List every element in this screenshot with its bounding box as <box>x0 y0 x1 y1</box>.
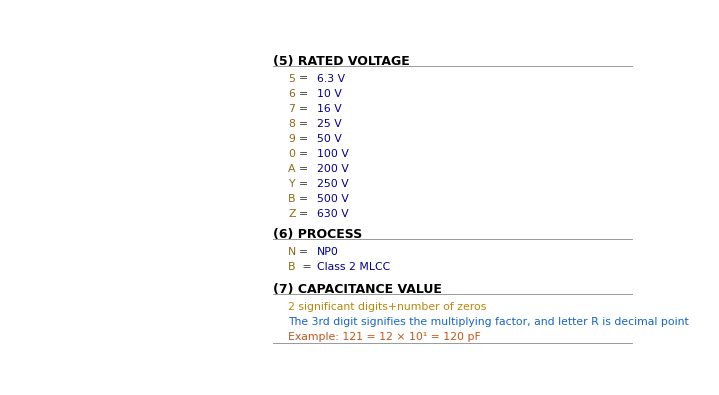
Text: Class 2 MLCC: Class 2 MLCC <box>317 262 390 272</box>
Text: (5) RATED VOLTAGE: (5) RATED VOLTAGE <box>273 55 410 68</box>
Text: (6) PROCESS: (6) PROCESS <box>273 228 362 241</box>
Text: 8: 8 <box>288 118 296 129</box>
Text: 7: 7 <box>288 103 296 114</box>
Text: =: = <box>299 118 308 129</box>
Text: Example: 121 = 12 × 10¹ = 120 pF: Example: 121 = 12 × 10¹ = 120 pF <box>288 331 481 342</box>
Text: The 3rd digit signifies the multiplying factor, and letter R is decimal point: The 3rd digit signifies the multiplying … <box>288 316 689 327</box>
Text: =: = <box>299 88 308 99</box>
Text: =: = <box>299 247 312 257</box>
Text: =: = <box>299 179 308 189</box>
Text: 500 V: 500 V <box>317 194 349 204</box>
Text: 2 significant digits+number of zeros: 2 significant digits+number of zeros <box>288 301 487 312</box>
Text: B: B <box>288 194 296 204</box>
Text: 10 V: 10 V <box>317 88 342 99</box>
Text: 6: 6 <box>288 88 296 99</box>
Text: A: A <box>288 164 296 174</box>
Text: 630 V: 630 V <box>317 209 349 219</box>
Text: 6.3 V: 6.3 V <box>317 73 345 84</box>
Text: 100 V: 100 V <box>317 149 349 159</box>
Text: 5: 5 <box>288 73 296 84</box>
Text: =: = <box>299 103 308 114</box>
Text: =: = <box>299 73 308 84</box>
Text: =: = <box>299 209 308 219</box>
Text: Z: Z <box>288 209 296 219</box>
Text: (7) CAPACITANCE VALUE: (7) CAPACITANCE VALUE <box>273 283 441 296</box>
Text: 50 V: 50 V <box>317 134 342 144</box>
Text: 9: 9 <box>288 134 296 144</box>
Text: =: = <box>299 134 308 144</box>
Text: 25 V: 25 V <box>317 118 342 129</box>
Text: =: = <box>299 262 315 272</box>
Text: 200 V: 200 V <box>317 164 349 174</box>
Text: Y: Y <box>288 179 295 189</box>
Text: 250 V: 250 V <box>317 179 349 189</box>
Text: B: B <box>288 262 296 272</box>
Text: =: = <box>299 194 308 204</box>
Text: =: = <box>299 149 308 159</box>
Text: NP0: NP0 <box>317 247 339 257</box>
Text: =: = <box>299 164 308 174</box>
Text: N: N <box>288 247 296 257</box>
Text: 0: 0 <box>288 149 296 159</box>
Text: 16 V: 16 V <box>317 103 342 114</box>
